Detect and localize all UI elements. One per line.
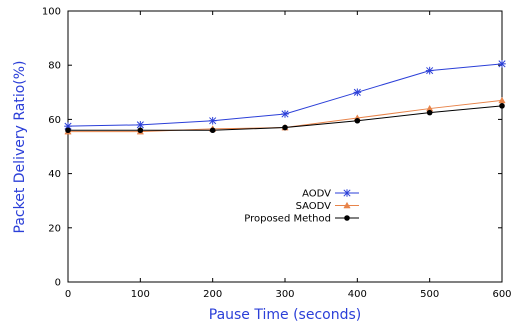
x-axis: 0 100 200 300 400 500 600: [65, 11, 512, 300]
series-layer: [64, 60, 506, 135]
x-tick-label: 400: [348, 289, 367, 300]
data-point: [354, 117, 361, 124]
y-tick-label: 20: [48, 223, 61, 234]
y-tick-label: 60: [48, 115, 61, 126]
y-tick-label: 40: [48, 169, 61, 180]
data-point: [282, 124, 288, 131]
data-point: [353, 88, 362, 97]
legend-swatch-marker: [343, 201, 351, 209]
x-tick-label: 500: [420, 289, 439, 300]
x-tick-label: 600: [492, 289, 511, 300]
y-tick-label: 80: [48, 61, 61, 72]
legend-label: SAODV: [296, 201, 332, 212]
x-tick-label: 300: [275, 289, 294, 300]
x-axis-title: Pause Time (seconds): [209, 307, 361, 323]
legend-label: Proposed Method: [244, 214, 331, 225]
data-point: [498, 96, 506, 104]
legend-item: SAODV: [296, 201, 359, 212]
data-point: [137, 127, 144, 134]
legend-swatch-marker: [343, 189, 351, 197]
data-point: [498, 60, 506, 68]
data-point: [426, 109, 433, 116]
data-point: [209, 127, 216, 134]
data-point: [65, 127, 71, 134]
data-point: [499, 103, 505, 109]
y-tick-label: 100: [42, 7, 61, 18]
series-proposed-method: [65, 103, 505, 134]
x-tick-label: 0: [65, 289, 71, 300]
x-tick-label: 100: [131, 289, 150, 300]
y-axis-title: Packet Delivery Ratio(%): [12, 61, 28, 234]
legend-swatch-marker: [344, 215, 350, 221]
plot-area: [67, 10, 503, 283]
legend-item: Proposed Method: [244, 214, 359, 225]
x-tick-label: 200: [203, 289, 222, 300]
legend-label: AODV: [302, 189, 331, 200]
data-point: [425, 66, 434, 75]
series-aodv: [64, 60, 506, 130]
data-point: [208, 116, 217, 125]
plot-frame: [67, 10, 503, 283]
y-tick-label: 0: [55, 278, 61, 289]
data-point: [281, 110, 289, 118]
legend-item: AODV: [302, 189, 359, 200]
y-axis: 0 20 40 60 80 100: [42, 7, 502, 289]
data-point: [136, 121, 145, 129]
